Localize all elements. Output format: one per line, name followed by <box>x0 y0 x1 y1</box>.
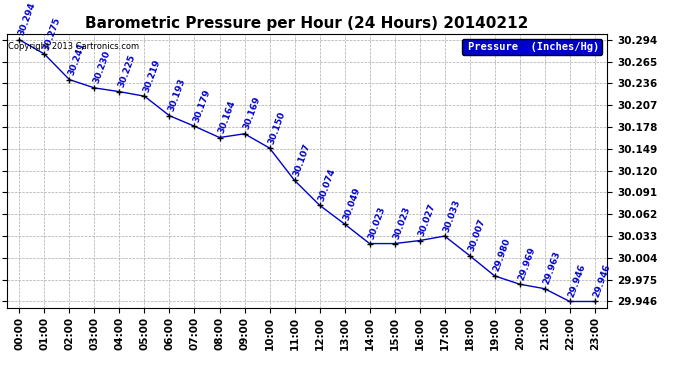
Text: 30.049: 30.049 <box>342 186 362 221</box>
Title: Barometric Pressure per Hour (24 Hours) 20140212: Barometric Pressure per Hour (24 Hours) … <box>86 16 529 31</box>
Text: 30.027: 30.027 <box>417 202 437 238</box>
Text: 30.225: 30.225 <box>117 53 137 89</box>
Text: 30.023: 30.023 <box>366 206 387 241</box>
Text: 30.074: 30.074 <box>317 167 337 202</box>
Text: 29.963: 29.963 <box>542 250 562 286</box>
Text: 30.023: 30.023 <box>392 206 412 241</box>
Text: 30.107: 30.107 <box>292 142 312 178</box>
Text: 29.946: 29.946 <box>566 263 587 299</box>
Legend: Pressure  (Inches/Hg): Pressure (Inches/Hg) <box>462 39 602 55</box>
Text: 29.980: 29.980 <box>492 237 512 273</box>
Text: 30.230: 30.230 <box>92 50 112 85</box>
Text: 30.219: 30.219 <box>141 58 162 93</box>
Text: Copyright 2013 Cartronics.com: Copyright 2013 Cartronics.com <box>8 42 139 51</box>
Text: 30.150: 30.150 <box>266 110 287 145</box>
Text: 30.033: 30.033 <box>442 198 462 233</box>
Text: 30.275: 30.275 <box>41 16 62 51</box>
Text: 30.294: 30.294 <box>17 1 37 37</box>
Text: 30.169: 30.169 <box>241 95 262 131</box>
Text: 30.007: 30.007 <box>466 217 487 253</box>
Text: 30.164: 30.164 <box>217 99 237 135</box>
Text: 30.179: 30.179 <box>192 88 212 123</box>
Text: 30.241: 30.241 <box>66 41 87 77</box>
Text: 30.193: 30.193 <box>166 77 187 113</box>
Text: 29.946: 29.946 <box>592 263 612 299</box>
Text: 29.969: 29.969 <box>517 246 538 281</box>
